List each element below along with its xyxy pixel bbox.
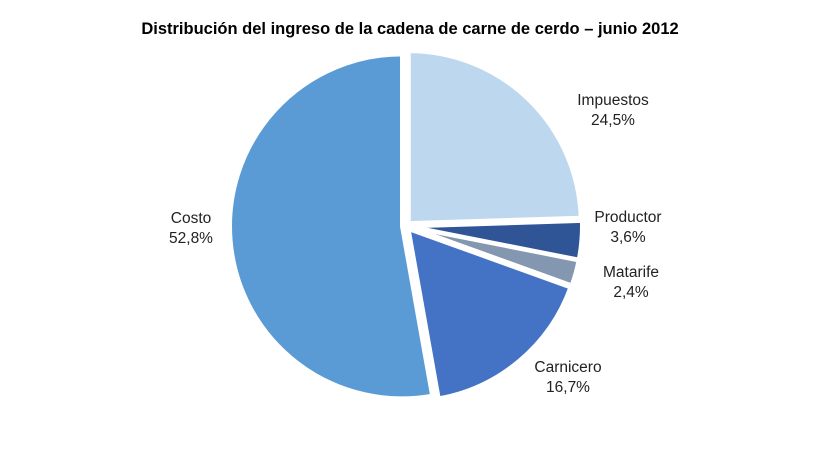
pie-slice-matarife bbox=[409, 225, 581, 288]
slice-value-label: 52,8% bbox=[169, 230, 213, 247]
slice-label: Costo bbox=[171, 210, 212, 227]
pie-slice-costo bbox=[228, 52, 435, 401]
slice-value-label: 3,6% bbox=[610, 229, 646, 246]
slice-label: Impuestos bbox=[577, 92, 649, 109]
slice-value-label: 2,4% bbox=[613, 284, 649, 301]
pie-slice-impuestos bbox=[406, 49, 583, 226]
slice-label: Matarife bbox=[603, 264, 659, 281]
pie-slice-carnicero bbox=[406, 226, 573, 401]
slice-label: Productor bbox=[594, 209, 661, 226]
slice-value-label: 16,7% bbox=[546, 379, 590, 396]
slice-label: Carnicero bbox=[534, 359, 601, 376]
slice-value-label: 24,5% bbox=[591, 112, 635, 129]
chart-title: Distribución del ingreso de la cadena de… bbox=[141, 20, 679, 38]
